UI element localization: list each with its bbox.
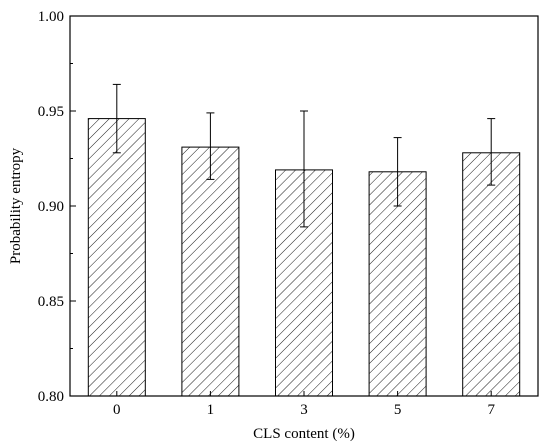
x-tick-label-7: 7 <box>487 402 495 418</box>
error-bar-0 <box>112 83 121 154</box>
error-bar-7 <box>487 118 496 186</box>
y-tick-label-0.85: 0.85 <box>38 294 64 310</box>
error-bar-3 <box>300 110 308 228</box>
y-tick-label-0.80: 0.80 <box>38 389 64 405</box>
x-tick-label-3: 3 <box>300 402 308 418</box>
y-tick-label-0.95: 0.95 <box>38 104 64 120</box>
error-bar-1 <box>206 112 215 180</box>
y-axis-ticks: 0.80 0.85 0.90 0.95 1.00 <box>38 9 76 405</box>
bar-0 <box>87 118 146 397</box>
error-bars-group <box>112 83 496 228</box>
error-bar-5 <box>393 137 402 207</box>
bar-5 <box>368 171 427 397</box>
y-axis-title: Probability entropy <box>8 147 24 264</box>
x-tick-label-5: 5 <box>394 402 402 418</box>
x-axis-title: CLS content (%) <box>253 426 355 442</box>
bar-7 <box>462 152 521 397</box>
y-tick-label-0.90: 0.90 <box>38 199 64 215</box>
bar-1 <box>181 146 240 397</box>
y-tick-label-1.00: 1.00 <box>38 9 64 25</box>
x-tick-label-0: 0 <box>113 402 121 418</box>
x-axis-ticks: 0 1 3 5 7 <box>113 391 495 418</box>
x-tick-label-1: 1 <box>207 402 215 418</box>
